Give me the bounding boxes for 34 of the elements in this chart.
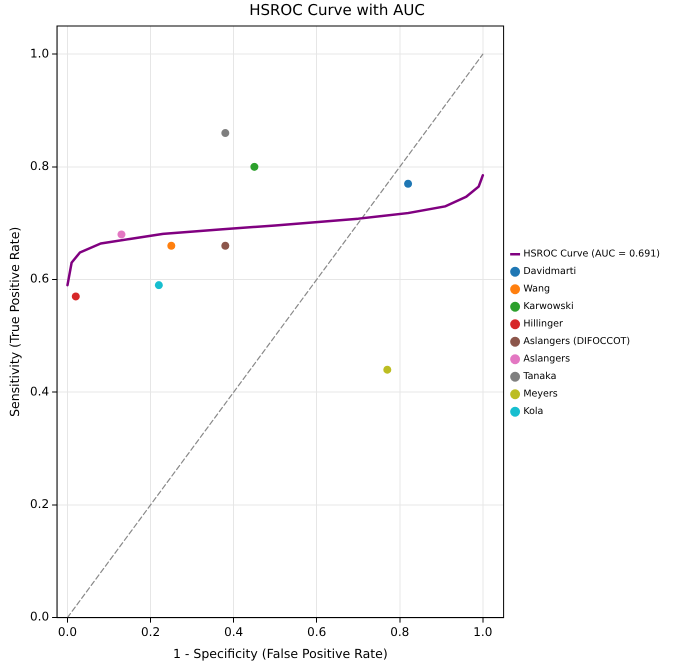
legend-label: Karwowski: [523, 301, 574, 312]
x-tick-label: 0.6: [307, 624, 326, 639]
point: [154, 281, 163, 290]
y-tick-label: 1.0: [30, 46, 50, 60]
x-tick-label: 0.2: [140, 624, 160, 639]
legend-label: Davidmarti: [523, 266, 576, 278]
legend-label: Tanaka: [522, 371, 556, 382]
legend-label: HSROC Curve (AUC = 0.691): [523, 248, 660, 260]
point: [221, 242, 230, 250]
point: [167, 242, 176, 250]
y-tick-label: 0.4: [30, 384, 50, 398]
x-tick-label: 0.8: [390, 624, 410, 639]
legend-label: Meyers: [523, 388, 558, 400]
point: [117, 230, 126, 238]
point: [250, 162, 258, 171]
point: [383, 366, 392, 374]
point: [404, 180, 412, 188]
y-tick-label: 0.6: [30, 272, 50, 286]
x-tick-label: 0.4: [224, 624, 244, 639]
point: [221, 129, 230, 138]
legend-label: Hillinger: [523, 318, 563, 330]
legend-label: Aslangers (DIFOCCOT): [523, 336, 630, 348]
x-tick-label: 0.0: [58, 624, 78, 639]
legend-label: Kola: [523, 406, 544, 418]
chart-title: HSROC Curve with AUC: [249, 0, 425, 19]
y-axis-title: Sensitivity (True Positive Rate): [6, 226, 22, 417]
legend-label: Wang: [523, 284, 550, 295]
legend-label: Aslangers: [523, 354, 570, 365]
x-axis-title: 1 - Specificity (False Positive Rate): [172, 646, 388, 661]
y-tick-label: 0.8: [30, 158, 50, 173]
y-tick-label: 0.0: [30, 610, 50, 624]
x-tick-label: 1.0: [473, 624, 492, 639]
y-tick-label: 0.2: [30, 497, 50, 512]
point: [72, 292, 80, 300]
